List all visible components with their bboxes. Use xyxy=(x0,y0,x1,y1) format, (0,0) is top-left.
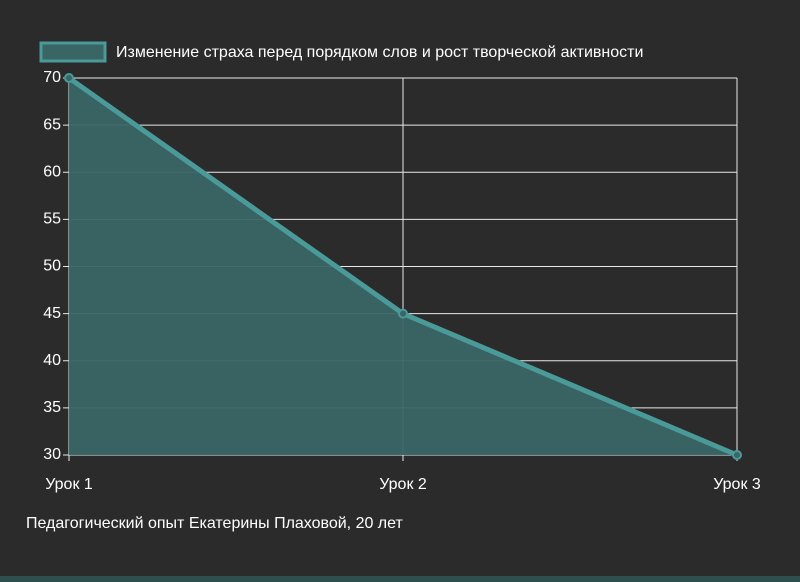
legend-label: Изменение страха перед порядком слов и р… xyxy=(116,44,643,61)
point xyxy=(732,450,742,460)
y-tick-label: 40 xyxy=(43,352,61,369)
y-tick-label: 65 xyxy=(43,116,61,133)
y-tick-label: 70 xyxy=(43,69,61,86)
point xyxy=(64,73,74,83)
x-tick-label: Урок 1 xyxy=(45,476,93,493)
legend-swatch xyxy=(39,41,107,63)
caption: Педагогический опыт Екатерины Плаховой, … xyxy=(26,515,404,532)
y-tick-label: 35 xyxy=(43,399,61,416)
x-tick-label: Урок 2 xyxy=(379,476,427,493)
point xyxy=(398,308,408,319)
y-tick-label: 55 xyxy=(43,211,61,228)
y-tick-label: 50 xyxy=(43,258,61,275)
y-tick-label: 30 xyxy=(43,446,61,463)
x-tick-label: Урок 3 xyxy=(713,476,761,493)
bottom-strip xyxy=(0,576,800,582)
y-tick-label: 45 xyxy=(43,305,61,322)
y-tick-label: 60 xyxy=(43,163,61,180)
area xyxy=(69,78,737,455)
